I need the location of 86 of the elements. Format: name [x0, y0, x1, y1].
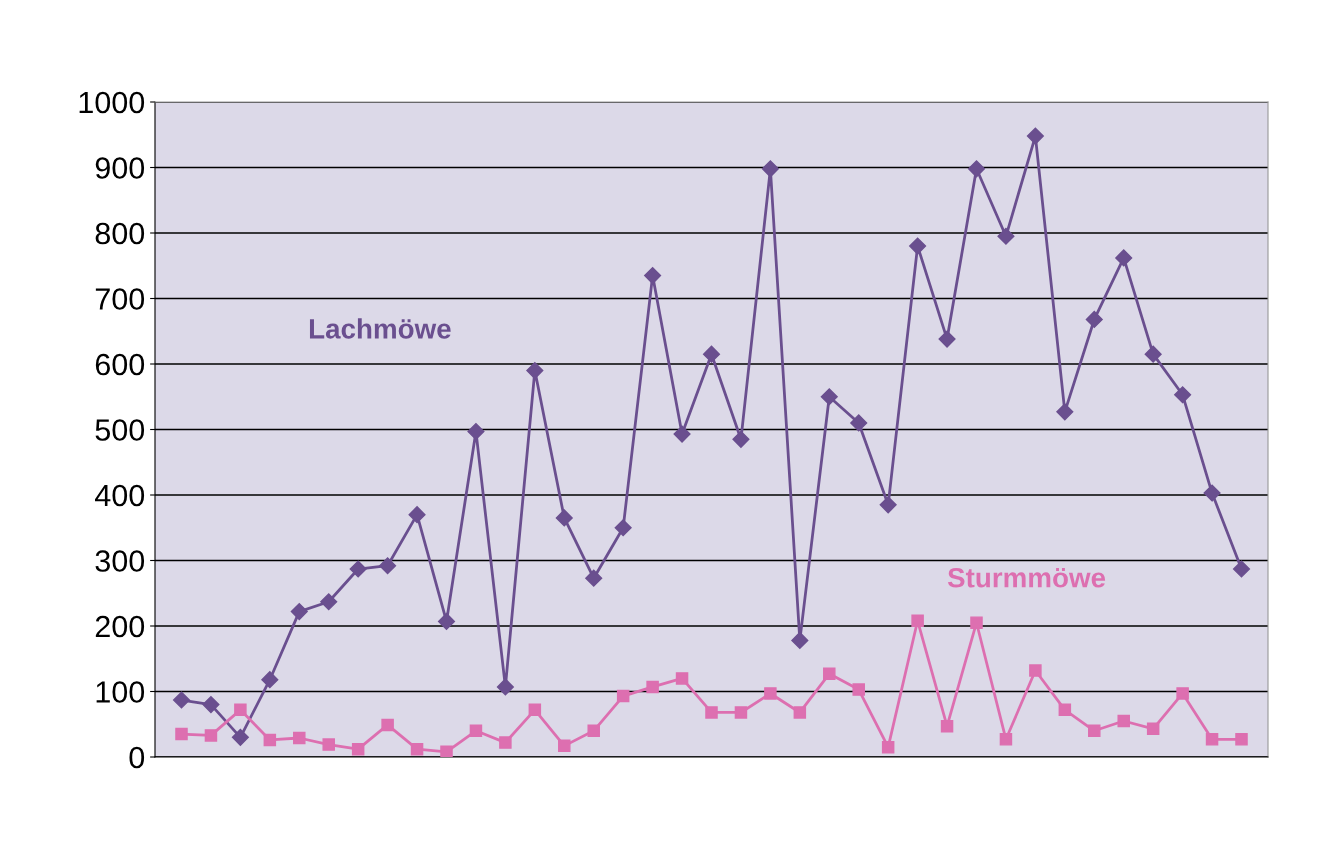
point	[675, 672, 689, 685]
point	[1026, 127, 1044, 145]
point	[673, 425, 691, 443]
point	[440, 745, 453, 757]
point	[172, 691, 191, 709]
point	[791, 631, 809, 649]
point	[290, 603, 308, 621]
y-tick-label: 300	[95, 550, 145, 572]
point	[320, 593, 338, 611]
point	[349, 560, 367, 578]
point	[705, 706, 718, 719]
point	[970, 616, 983, 629]
point	[410, 742, 424, 756]
point	[379, 557, 397, 575]
y-tick-label: 0	[129, 746, 145, 769]
point	[1203, 484, 1221, 502]
point	[408, 506, 426, 524]
point	[909, 237, 927, 255]
point	[1088, 724, 1101, 738]
point	[234, 703, 247, 717]
point	[820, 388, 838, 406]
point	[437, 612, 456, 630]
point	[1144, 345, 1162, 363]
point	[496, 678, 514, 696]
point	[1232, 560, 1251, 578]
y-tick-label: 500	[95, 419, 145, 441]
point	[1085, 310, 1103, 329]
point	[381, 718, 394, 732]
point	[585, 569, 603, 587]
y-tick-label: 700	[95, 288, 145, 310]
point	[940, 719, 954, 733]
point	[879, 496, 897, 514]
point	[1117, 714, 1130, 728]
point	[616, 689, 630, 703]
point	[793, 706, 807, 719]
point	[967, 160, 986, 178]
point	[850, 414, 868, 432]
point	[499, 736, 512, 749]
point	[644, 267, 662, 285]
point	[702, 345, 721, 363]
point	[587, 724, 600, 738]
y-tick-label: 200	[95, 615, 145, 638]
point	[938, 330, 956, 348]
point	[1029, 664, 1042, 677]
point	[555, 509, 573, 527]
text: Lachmöwe	[309, 318, 451, 339]
y-tick-label: 1000	[79, 91, 145, 114]
point	[1115, 249, 1133, 267]
point	[852, 683, 865, 696]
y-tick-label: 600	[95, 353, 145, 376]
point	[558, 739, 571, 753]
point	[263, 733, 277, 747]
point	[526, 361, 544, 380]
point	[911, 614, 924, 628]
point	[351, 742, 365, 756]
point	[614, 519, 632, 537]
point	[646, 680, 659, 694]
point	[322, 738, 335, 751]
point	[231, 728, 249, 746]
y-tick-label: 800	[95, 222, 145, 245]
point	[761, 160, 779, 178]
point	[997, 227, 1015, 245]
point	[734, 706, 748, 719]
point	[261, 671, 279, 689]
point	[999, 733, 1013, 746]
point	[1176, 687, 1189, 700]
point	[528, 703, 542, 717]
point	[764, 687, 777, 700]
point	[1174, 386, 1192, 404]
point	[1235, 733, 1248, 746]
point	[204, 729, 218, 742]
y-tick-label: 100	[96, 681, 145, 703]
point	[881, 740, 895, 754]
point	[823, 667, 836, 681]
series-label: Sturmmöwe	[947, 567, 1106, 588]
point	[202, 696, 220, 714]
point	[175, 727, 188, 741]
point	[293, 731, 306, 745]
y-tick-label: 400	[95, 484, 145, 507]
point	[1058, 703, 1072, 717]
point	[1205, 733, 1219, 746]
point	[732, 430, 750, 448]
point	[469, 724, 483, 738]
y-tick-label: 900	[95, 157, 145, 179]
point	[1056, 403, 1074, 421]
point	[1146, 722, 1160, 736]
